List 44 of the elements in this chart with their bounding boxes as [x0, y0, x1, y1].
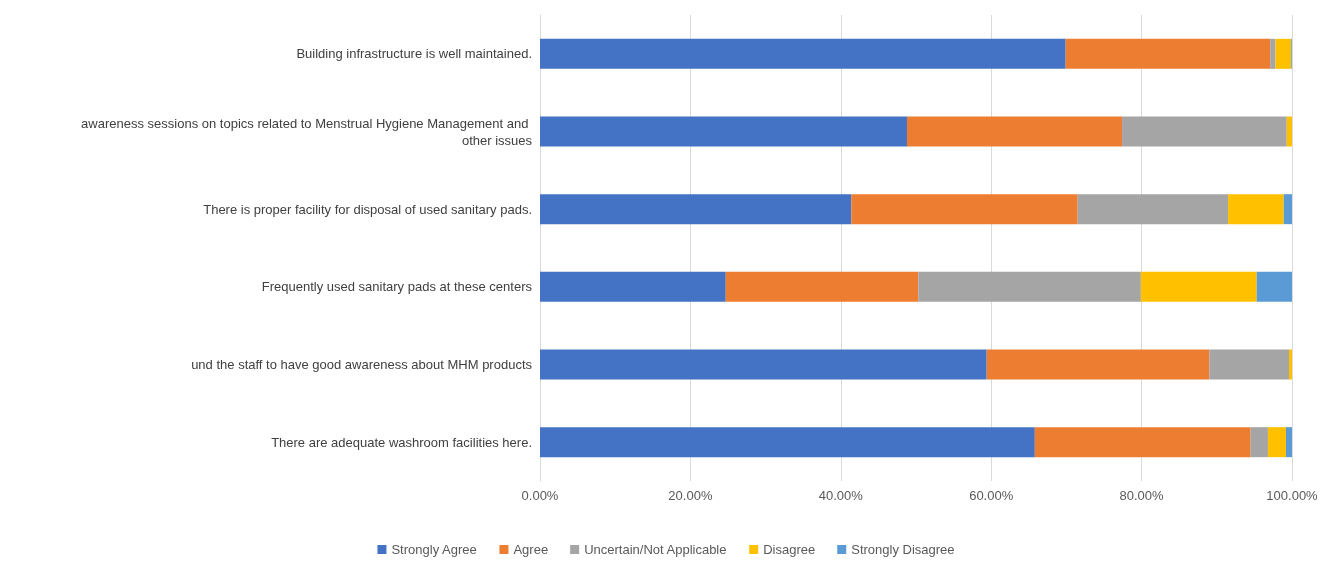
bar [540, 349, 987, 380]
bar [1256, 271, 1292, 302]
bar [851, 194, 1078, 225]
legend-label: Agree [513, 542, 549, 557]
y-tick-label: There is proper facility for disposal of used sanitary pads. [203, 201, 532, 217]
bar [540, 116, 907, 147]
bar [1140, 271, 1257, 302]
bar [986, 349, 1210, 380]
bar [1250, 427, 1268, 458]
bar [540, 271, 726, 302]
bar [1065, 38, 1271, 69]
bar [1285, 427, 1292, 458]
y-tick-label: There are adequate washroom facilities here. [271, 434, 532, 450]
x-tick-label: 60.00% [969, 488, 1014, 503]
bar [540, 38, 1066, 69]
bar [1077, 194, 1229, 225]
bar [1286, 116, 1292, 147]
x-tick-label: 100.00% [1266, 488, 1319, 503]
bar [1275, 38, 1292, 69]
bar [1209, 349, 1289, 380]
bar [906, 116, 1123, 147]
y-tick-label: Frequently used sanitary pads at these centers [261, 279, 533, 295]
bar [1288, 349, 1292, 380]
x-tick-label: 40.00% [818, 488, 864, 503]
bar [1034, 427, 1251, 458]
legend-label: Disagree [763, 542, 816, 557]
bar [1228, 194, 1284, 225]
y-tick-label: Building infrastructure is well maintained. [296, 46, 532, 62]
x-tick-label: 0.00% [521, 488, 559, 503]
bar [1270, 38, 1276, 69]
x-tick-label: 80.00% [1119, 488, 1165, 503]
bar [1283, 194, 1292, 225]
y-tick-label: awareness sessions on topics related to Menstrual Hygiene Management and other issues [81, 115, 533, 148]
legend-label: Strongly Disagree [851, 542, 955, 557]
legend-label: Uncertain/Not Applicable [584, 542, 727, 557]
legend-label: Strongly Agree [391, 542, 477, 557]
bar [1122, 116, 1287, 147]
bar [540, 194, 852, 225]
bar [725, 271, 919, 302]
x-tick-label: 20.00% [668, 488, 713, 503]
bar [918, 271, 1141, 302]
bar [540, 427, 1035, 458]
bar [1267, 427, 1286, 458]
y-tick-label: und the staff to have good awareness about MHM products [191, 357, 533, 372]
